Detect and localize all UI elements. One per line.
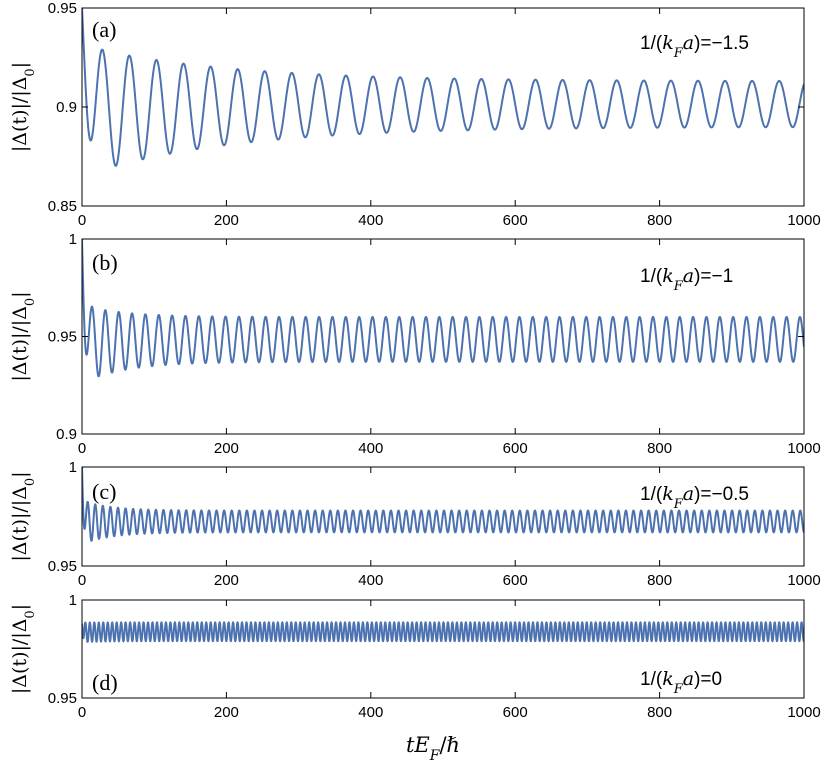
series-line-3-1 bbox=[82, 467, 804, 542]
x-tick-label: 200 bbox=[214, 704, 239, 721]
y-axis-label: |Δ(t)|/|Δ0| bbox=[9, 62, 38, 152]
x-tick-label: 200 bbox=[214, 212, 239, 229]
parameter-annotation: 1/(kFa)=0 bbox=[640, 668, 722, 697]
x-tick-label: 400 bbox=[358, 572, 383, 589]
series-line-1-1 bbox=[82, 8, 804, 167]
parameter-annotation: 1/(kFa)=−0.5 bbox=[640, 483, 749, 512]
series-line-2-1 bbox=[82, 239, 804, 378]
x-tick-label: 1000 bbox=[787, 704, 820, 721]
chart-panel-3: 0 200 400 600 800 1000 0.95 1 |Δ(t)|/|Δ0| (c) 1/(k… bbox=[9, 459, 821, 589]
x-tick-label: 600 bbox=[503, 704, 528, 721]
y-axis-label: |Δ(t)|/|Δ0| bbox=[9, 291, 38, 381]
parameter-annotation: 1/(kFa)=−1.5 bbox=[640, 32, 749, 61]
x-tick-label: 800 bbox=[647, 572, 672, 589]
axes-frame bbox=[81, 599, 805, 699]
y-tick-label: 1 bbox=[69, 592, 77, 609]
y-tick-label: 0.9 bbox=[56, 99, 77, 116]
x-tick-label: 600 bbox=[503, 572, 528, 589]
y-tick-label: 0.95 bbox=[48, 0, 77, 17]
x-tick-label: 400 bbox=[358, 212, 383, 229]
x-tick-label: 1000 bbox=[787, 440, 820, 457]
panel-label: (b) bbox=[92, 250, 118, 275]
chart-panel-4: 0 200 400 600 800 1000 0.95 1 |Δ(t)|/|Δ0| (d) 1/(k… bbox=[9, 592, 821, 764]
x-tick-label: 1000 bbox=[787, 212, 820, 229]
y-tick-label: 0.95 bbox=[48, 329, 77, 346]
x-tick-label: 400 bbox=[358, 704, 383, 721]
y-tick-label: 0.95 bbox=[48, 690, 77, 707]
y-axis-label: |Δ(t)|/|Δ0| bbox=[9, 604, 38, 694]
series-line-4-1 bbox=[82, 621, 804, 643]
x-tick-label: 800 bbox=[647, 212, 672, 229]
chart-panel-1: 0 200 400 600 800 1000 0.85 0.9 0.95 |Δ(t)|/|Δ0| (… bbox=[9, 0, 821, 229]
x-tick-label: 600 bbox=[503, 212, 528, 229]
chart-panel-2: 0 200 400 600 800 1000 0.9 0.95 1 |Δ(t)|/|Δ0| (b) 1… bbox=[9, 231, 821, 457]
x-tick-label: 800 bbox=[647, 440, 672, 457]
x-tick-label: 0 bbox=[78, 440, 86, 457]
axes-frame bbox=[81, 466, 805, 567]
y-axis-label: |Δ(t)|/|Δ0| bbox=[9, 471, 38, 561]
x-tick-label: 0 bbox=[78, 704, 86, 721]
y-tick-label: 1 bbox=[69, 231, 77, 248]
x-tick-label: 1000 bbox=[787, 572, 820, 589]
y-tick-label: 0.95 bbox=[48, 558, 77, 575]
x-tick-label: 0 bbox=[78, 212, 86, 229]
y-tick-label: 1 bbox=[69, 459, 77, 476]
x-tick-label: 200 bbox=[214, 440, 239, 457]
panel-label: (c) bbox=[92, 479, 116, 504]
panel-label: (d) bbox=[92, 670, 118, 695]
panel-label: (a) bbox=[92, 17, 116, 42]
parameter-annotation: 1/(kFa)=−1 bbox=[640, 265, 733, 294]
x-tick-label: 600 bbox=[503, 440, 528, 457]
y-tick-label: 0.9 bbox=[56, 426, 77, 443]
x-tick-label: 0 bbox=[78, 572, 86, 589]
x-tick-label: 400 bbox=[358, 440, 383, 457]
x-tick-label: 200 bbox=[214, 572, 239, 589]
x-tick-label: 800 bbox=[647, 704, 672, 721]
x-axis-label: tEF/ℏ bbox=[406, 733, 460, 764]
y-tick-label: 0.85 bbox=[48, 198, 77, 215]
